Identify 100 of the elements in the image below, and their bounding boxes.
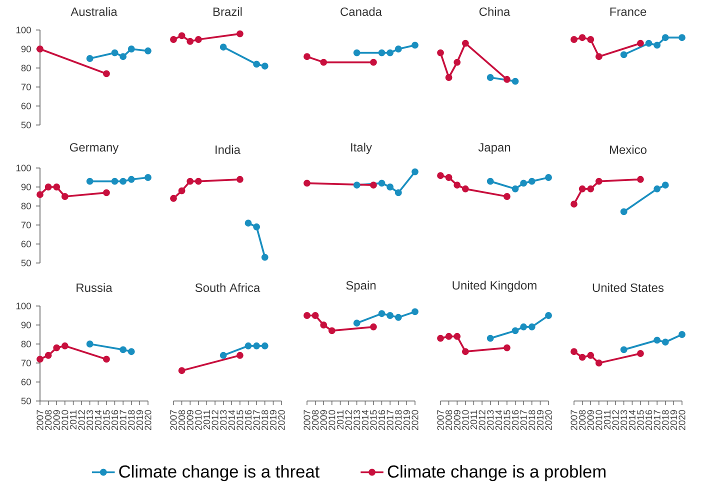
x-tick-label: 2011 bbox=[203, 410, 210, 430]
point bbox=[412, 168, 418, 176]
chart-title: Brazil bbox=[213, 7, 242, 16]
point bbox=[394, 46, 402, 52]
x-tick-label: 2016 bbox=[512, 410, 519, 430]
point bbox=[86, 178, 94, 185]
point bbox=[486, 178, 494, 185]
point bbox=[412, 42, 418, 49]
point bbox=[595, 53, 602, 60]
point bbox=[170, 194, 177, 202]
point bbox=[437, 49, 444, 56]
y-tick-label: 70 bbox=[21, 84, 31, 90]
x-tick-label: 2009 bbox=[320, 410, 327, 430]
x-tick-label: 2014 bbox=[495, 410, 502, 430]
y-tick-label: 80 bbox=[21, 202, 31, 210]
point bbox=[620, 346, 628, 354]
point bbox=[570, 348, 578, 356]
x-tick-label: 2015 bbox=[504, 410, 510, 430]
x-tick-label: 2013 bbox=[220, 410, 227, 430]
x-tick-label: 2013 bbox=[354, 410, 360, 430]
point bbox=[328, 327, 336, 334]
chart-title: Spain bbox=[346, 280, 376, 292]
point bbox=[462, 348, 469, 356]
point bbox=[53, 344, 60, 352]
point bbox=[662, 182, 669, 189]
chart-title: Italy bbox=[351, 142, 372, 154]
x-tick-label: 2010 bbox=[328, 410, 336, 430]
point bbox=[178, 32, 186, 40]
chart-title: China bbox=[479, 7, 510, 16]
point bbox=[370, 182, 377, 189]
x-tick-label: 2020 bbox=[278, 410, 285, 430]
x-tick-label: 2009 bbox=[454, 410, 460, 430]
y-tick-label: 50 bbox=[21, 260, 31, 266]
point bbox=[654, 336, 661, 344]
y-tick-label: 100 bbox=[16, 164, 31, 172]
point bbox=[144, 47, 152, 54]
x-tick-label: 2017 bbox=[386, 410, 394, 430]
point bbox=[645, 40, 652, 47]
point bbox=[445, 174, 452, 181]
x-tick-label: 2014 bbox=[228, 410, 235, 430]
x-tick-label: 2019 bbox=[670, 410, 677, 430]
point bbox=[394, 189, 402, 196]
y-tick-label: 60 bbox=[21, 240, 31, 248]
x-tick-label: 2013 bbox=[86, 410, 94, 430]
x-tick-label: 2011 bbox=[470, 410, 478, 430]
point bbox=[120, 53, 127, 60]
chart-title: Mexico bbox=[610, 145, 646, 154]
point bbox=[120, 346, 127, 354]
x-tick-label: 2013 bbox=[487, 410, 494, 430]
chart-title: Canada bbox=[340, 7, 382, 16]
x-tick-label: 2019 bbox=[136, 410, 143, 430]
point bbox=[445, 332, 452, 340]
chart-title: United Kingdom bbox=[452, 280, 536, 292]
x-tick-label: 2019 bbox=[270, 410, 276, 430]
legend-label: Climate change is a problem bbox=[388, 464, 606, 482]
chart-title: France bbox=[610, 8, 646, 16]
x-tick-label: 2012 bbox=[345, 410, 352, 430]
x-tick-label: 2007 bbox=[36, 410, 44, 430]
x-tick-label: 2008 bbox=[178, 410, 186, 430]
point bbox=[378, 310, 386, 318]
point bbox=[370, 323, 377, 330]
point bbox=[144, 174, 152, 181]
y-tick-label: 100 bbox=[16, 302, 31, 310]
x-tick-label: 2008 bbox=[579, 410, 586, 430]
y-tick-label: 90 bbox=[21, 46, 31, 52]
point bbox=[587, 185, 594, 192]
y-tick-label: 50 bbox=[21, 122, 31, 128]
y-tick-label: 50 bbox=[21, 398, 31, 404]
point bbox=[437, 334, 444, 342]
point bbox=[528, 178, 536, 185]
x-tick-label: 2012 bbox=[78, 410, 85, 430]
x-tick-label: 2015 bbox=[370, 410, 377, 430]
point bbox=[44, 352, 52, 359]
chart-title: South Africa bbox=[195, 283, 260, 292]
x-tick-label: 2017 bbox=[520, 410, 527, 430]
point bbox=[236, 30, 244, 38]
x-tick-label: 2012 bbox=[478, 410, 486, 430]
point bbox=[220, 44, 227, 51]
x-tick-label: 2010 bbox=[195, 410, 202, 430]
point bbox=[595, 178, 602, 185]
point bbox=[86, 55, 94, 62]
point bbox=[678, 331, 686, 338]
point bbox=[578, 34, 586, 42]
x-tick-label: 2008 bbox=[312, 410, 319, 430]
x-tick-label: 2014 bbox=[628, 410, 636, 430]
x-tick-label: 2018 bbox=[128, 410, 135, 430]
point bbox=[570, 36, 578, 43]
x-tick-label: 2012 bbox=[212, 410, 218, 430]
point bbox=[353, 49, 360, 56]
point bbox=[304, 180, 310, 187]
x-tick-label: 2010 bbox=[62, 410, 68, 430]
point bbox=[462, 40, 469, 47]
x-tick-label: 2015 bbox=[103, 410, 110, 430]
x-tick-label: 2008 bbox=[45, 410, 52, 430]
x-tick-label: 2008 bbox=[446, 410, 452, 430]
point bbox=[186, 178, 194, 185]
point bbox=[636, 40, 644, 47]
point bbox=[486, 334, 494, 342]
point bbox=[654, 185, 661, 192]
point bbox=[61, 193, 68, 200]
